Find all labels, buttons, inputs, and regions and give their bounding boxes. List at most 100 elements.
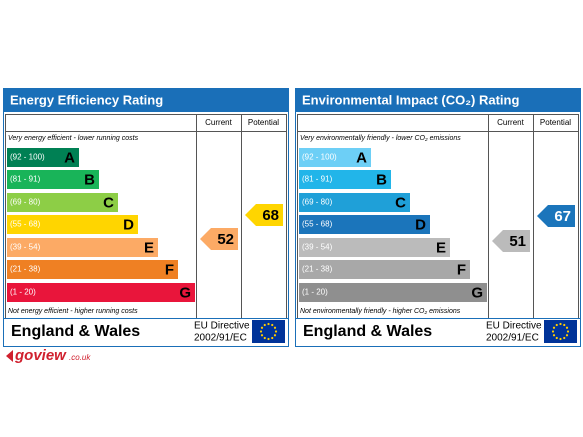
potential-rating: 67	[554, 208, 571, 225]
potential-arrow	[537, 205, 575, 227]
band-range: (55 - 68)	[302, 220, 333, 229]
band-range: (39 - 54)	[302, 243, 333, 252]
band-range: (1 - 20)	[10, 288, 36, 297]
rating-panel: Environmental Impact (CO₂) Rating Current…	[295, 88, 581, 347]
rating-band	[299, 170, 391, 189]
eu-star	[563, 323, 566, 327]
eu-flag	[544, 320, 577, 343]
band-range: (92 - 100)	[302, 153, 337, 162]
footer-directive: EU Directive	[486, 321, 542, 332]
band-letter: C	[395, 194, 406, 211]
logo-icon	[6, 350, 13, 362]
rating-band	[7, 238, 158, 257]
current-arrow	[492, 230, 530, 252]
eu-star	[259, 330, 263, 333]
current-rating: 51	[509, 233, 526, 250]
rating-panel: Energy Efficiency Rating Current Potential…	[3, 88, 289, 347]
rating-band	[7, 283, 195, 302]
eu-star	[263, 323, 266, 327]
eu-star	[271, 323, 274, 327]
rating-band	[299, 260, 470, 279]
band-range: (81 - 91)	[302, 175, 333, 184]
band-range: (81 - 91)	[10, 175, 41, 184]
footer-directive: EU Directive	[194, 321, 250, 332]
band-letter: A	[356, 149, 367, 166]
band-letter: F	[457, 261, 466, 278]
eu-star	[551, 330, 555, 333]
eu-star	[271, 336, 274, 340]
current-rating: 52	[217, 231, 234, 248]
eu-star	[552, 334, 556, 337]
band-letter: B	[84, 171, 95, 188]
footer-directive-code: 2002/91/EC	[194, 333, 247, 344]
top-note: Very energy efficient - lower running co…	[8, 135, 139, 142]
band-range: (21 - 38)	[10, 265, 41, 274]
current-arrow	[200, 228, 238, 250]
eu-star	[555, 323, 558, 327]
rating-band	[299, 148, 371, 167]
eu-star	[555, 336, 558, 340]
column-header: Potential	[248, 118, 279, 127]
top-note: Very environmentally friendly - lower CO…	[300, 135, 461, 142]
footer-region: England & Wales	[303, 323, 432, 340]
band-letter: C	[103, 194, 114, 211]
rating-band	[7, 170, 99, 189]
band-letter: G	[471, 284, 483, 301]
band-range: (92 - 100)	[10, 153, 45, 162]
eu-star	[267, 337, 270, 341]
eu-star	[566, 330, 570, 333]
band-letter: F	[165, 261, 174, 278]
logo: goview .co.uk	[6, 347, 91, 364]
rating-band	[299, 283, 487, 302]
column-header: Current	[497, 118, 524, 127]
eu-star	[260, 334, 264, 337]
eu-star	[565, 334, 569, 337]
footer-region: England & Wales	[11, 323, 140, 340]
eu-star	[563, 336, 566, 340]
column-header: Potential	[540, 118, 571, 127]
rating-band	[299, 238, 450, 257]
title-bar	[295, 88, 581, 112]
band-range: (39 - 54)	[10, 243, 41, 252]
eu-flag	[252, 320, 285, 343]
panel-title: Energy Efficiency Rating	[10, 92, 163, 107]
rating-band	[7, 148, 79, 167]
rating-band	[7, 260, 178, 279]
band-letter: G	[179, 284, 191, 301]
potential-rating: 68	[262, 207, 279, 224]
band-range: (69 - 80)	[10, 198, 41, 207]
title-bar	[3, 88, 289, 112]
eu-star	[274, 330, 278, 333]
rating-band	[299, 193, 410, 212]
eu-star	[273, 326, 277, 329]
eu-star	[260, 326, 264, 329]
band-letter: B	[376, 171, 387, 188]
eu-star	[273, 334, 277, 337]
band-letter: D	[123, 216, 134, 233]
band-range: (69 - 80)	[302, 198, 333, 207]
footer-directive-code: 2002/91/EC	[486, 333, 539, 344]
eu-star	[552, 326, 556, 329]
band-letter: D	[415, 216, 426, 233]
panel-title: Environmental Impact (CO₂) Rating	[302, 92, 519, 107]
eu-star	[559, 322, 562, 326]
band-letter: E	[144, 239, 154, 256]
column-header: Current	[205, 118, 232, 127]
logo-brand: goview	[14, 347, 67, 364]
bottom-note: Not energy efficient - higher running co…	[8, 308, 138, 315]
potential-arrow	[245, 204, 283, 226]
eu-star	[559, 337, 562, 341]
rating-band	[299, 215, 430, 234]
band-range: (21 - 38)	[302, 265, 333, 274]
rating-band	[7, 193, 118, 212]
eu-star	[267, 322, 270, 326]
band-range: (55 - 68)	[10, 220, 41, 229]
rating-band	[7, 215, 138, 234]
eu-star	[565, 326, 569, 329]
band-range: (1 - 20)	[302, 288, 328, 297]
logo-suffix: .co.uk	[69, 353, 91, 362]
eu-star	[263, 336, 266, 340]
band-letter: E	[436, 239, 446, 256]
band-letter: A	[64, 149, 75, 166]
